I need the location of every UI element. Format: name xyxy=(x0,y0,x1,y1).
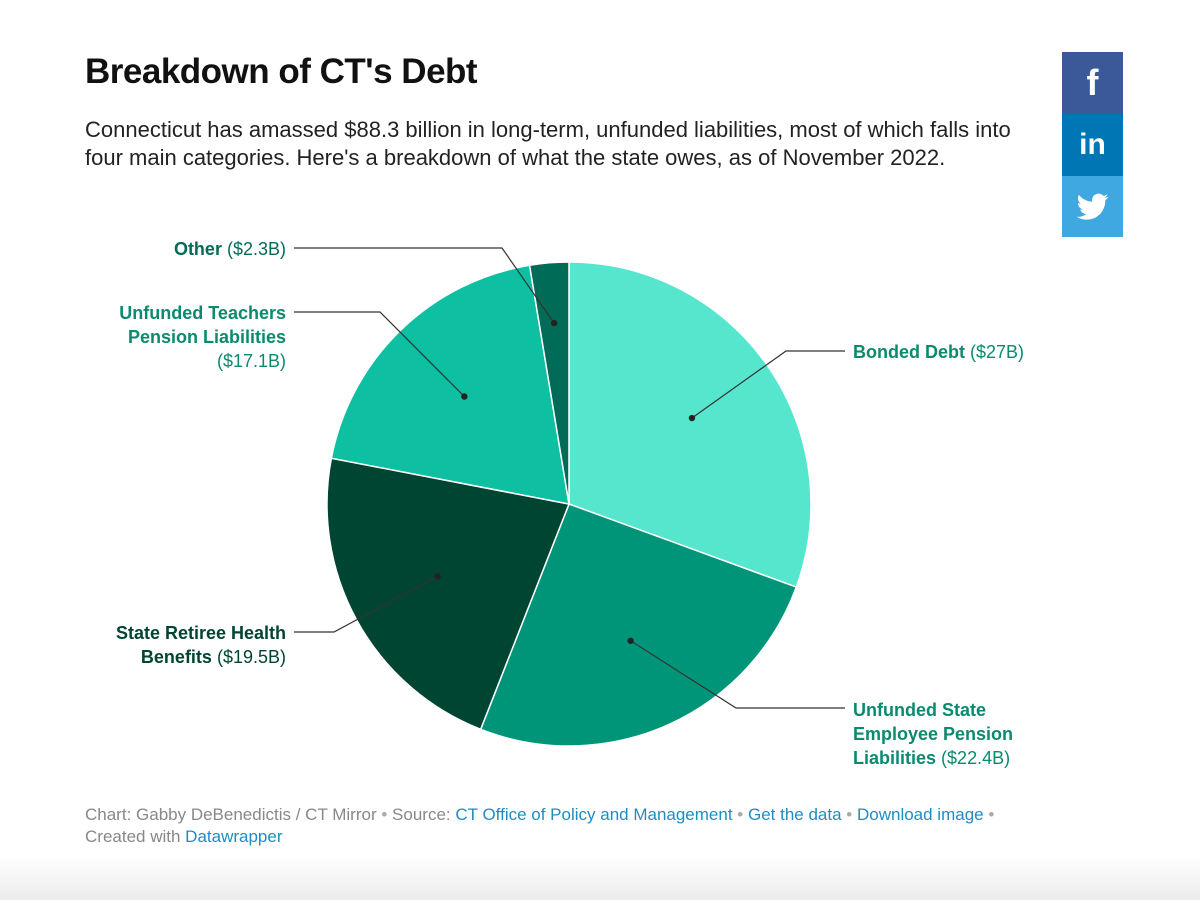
footer-separator: • xyxy=(381,805,388,824)
get-data-link[interactable]: Get the data xyxy=(747,805,842,824)
leader-line-state-employee-pension xyxy=(630,640,845,709)
bottom-fade xyxy=(0,855,1200,900)
pie-slice-teachers-pension[interactable] xyxy=(330,264,570,505)
twitter-share-button[interactable] xyxy=(1062,176,1123,237)
share-bar: f in xyxy=(1062,52,1123,237)
chart-credit: Chart: Gabby DeBenedictis / CT Mirror xyxy=(85,805,377,824)
leader-line-retiree-health xyxy=(294,575,438,633)
pie-slice-other[interactable] xyxy=(528,261,570,505)
download-image-link[interactable]: Download image xyxy=(856,805,984,824)
facebook-share-button[interactable]: f xyxy=(1062,52,1123,114)
twitter-icon xyxy=(1076,193,1108,220)
chart-title: Breakdown of CT's Debt xyxy=(85,52,478,91)
chart-footer: Chart: Gabby DeBenedictis / CT Mirror • … xyxy=(85,804,1125,848)
linkedin-icon: in xyxy=(1079,128,1106,161)
created-with-text: Created with xyxy=(85,827,181,846)
footer-separator: • xyxy=(988,805,995,824)
leader-line-teachers-pension xyxy=(294,311,465,397)
pie-slice-retiree-health[interactable] xyxy=(326,457,571,731)
footer-separator: • xyxy=(846,805,853,824)
leader-dot-state-employee-pension xyxy=(627,637,634,644)
facebook-icon: f xyxy=(1086,62,1099,103)
linkedin-share-button[interactable]: in xyxy=(1062,114,1123,176)
chart-description: Connecticut has amassed $88.3 billion in… xyxy=(85,117,1011,170)
leader-dot-bonded-debt xyxy=(688,414,696,422)
leader-dot-other xyxy=(550,319,558,327)
source-link[interactable]: CT Office of Policy and Management xyxy=(455,805,733,824)
leader-line-bonded-debt xyxy=(691,350,845,419)
pie-slice-state-employee-pension[interactable] xyxy=(479,503,798,747)
footer-separator: • xyxy=(737,805,744,824)
pie-slice-bonded-debt[interactable] xyxy=(568,261,812,589)
source-label: Source: xyxy=(392,805,451,824)
leader-line-other xyxy=(294,247,555,324)
datawrapper-link[interactable]: Datawrapper xyxy=(185,827,283,846)
leader-dot-retiree-health xyxy=(434,573,441,580)
leader-dot-teachers-pension xyxy=(461,393,468,400)
